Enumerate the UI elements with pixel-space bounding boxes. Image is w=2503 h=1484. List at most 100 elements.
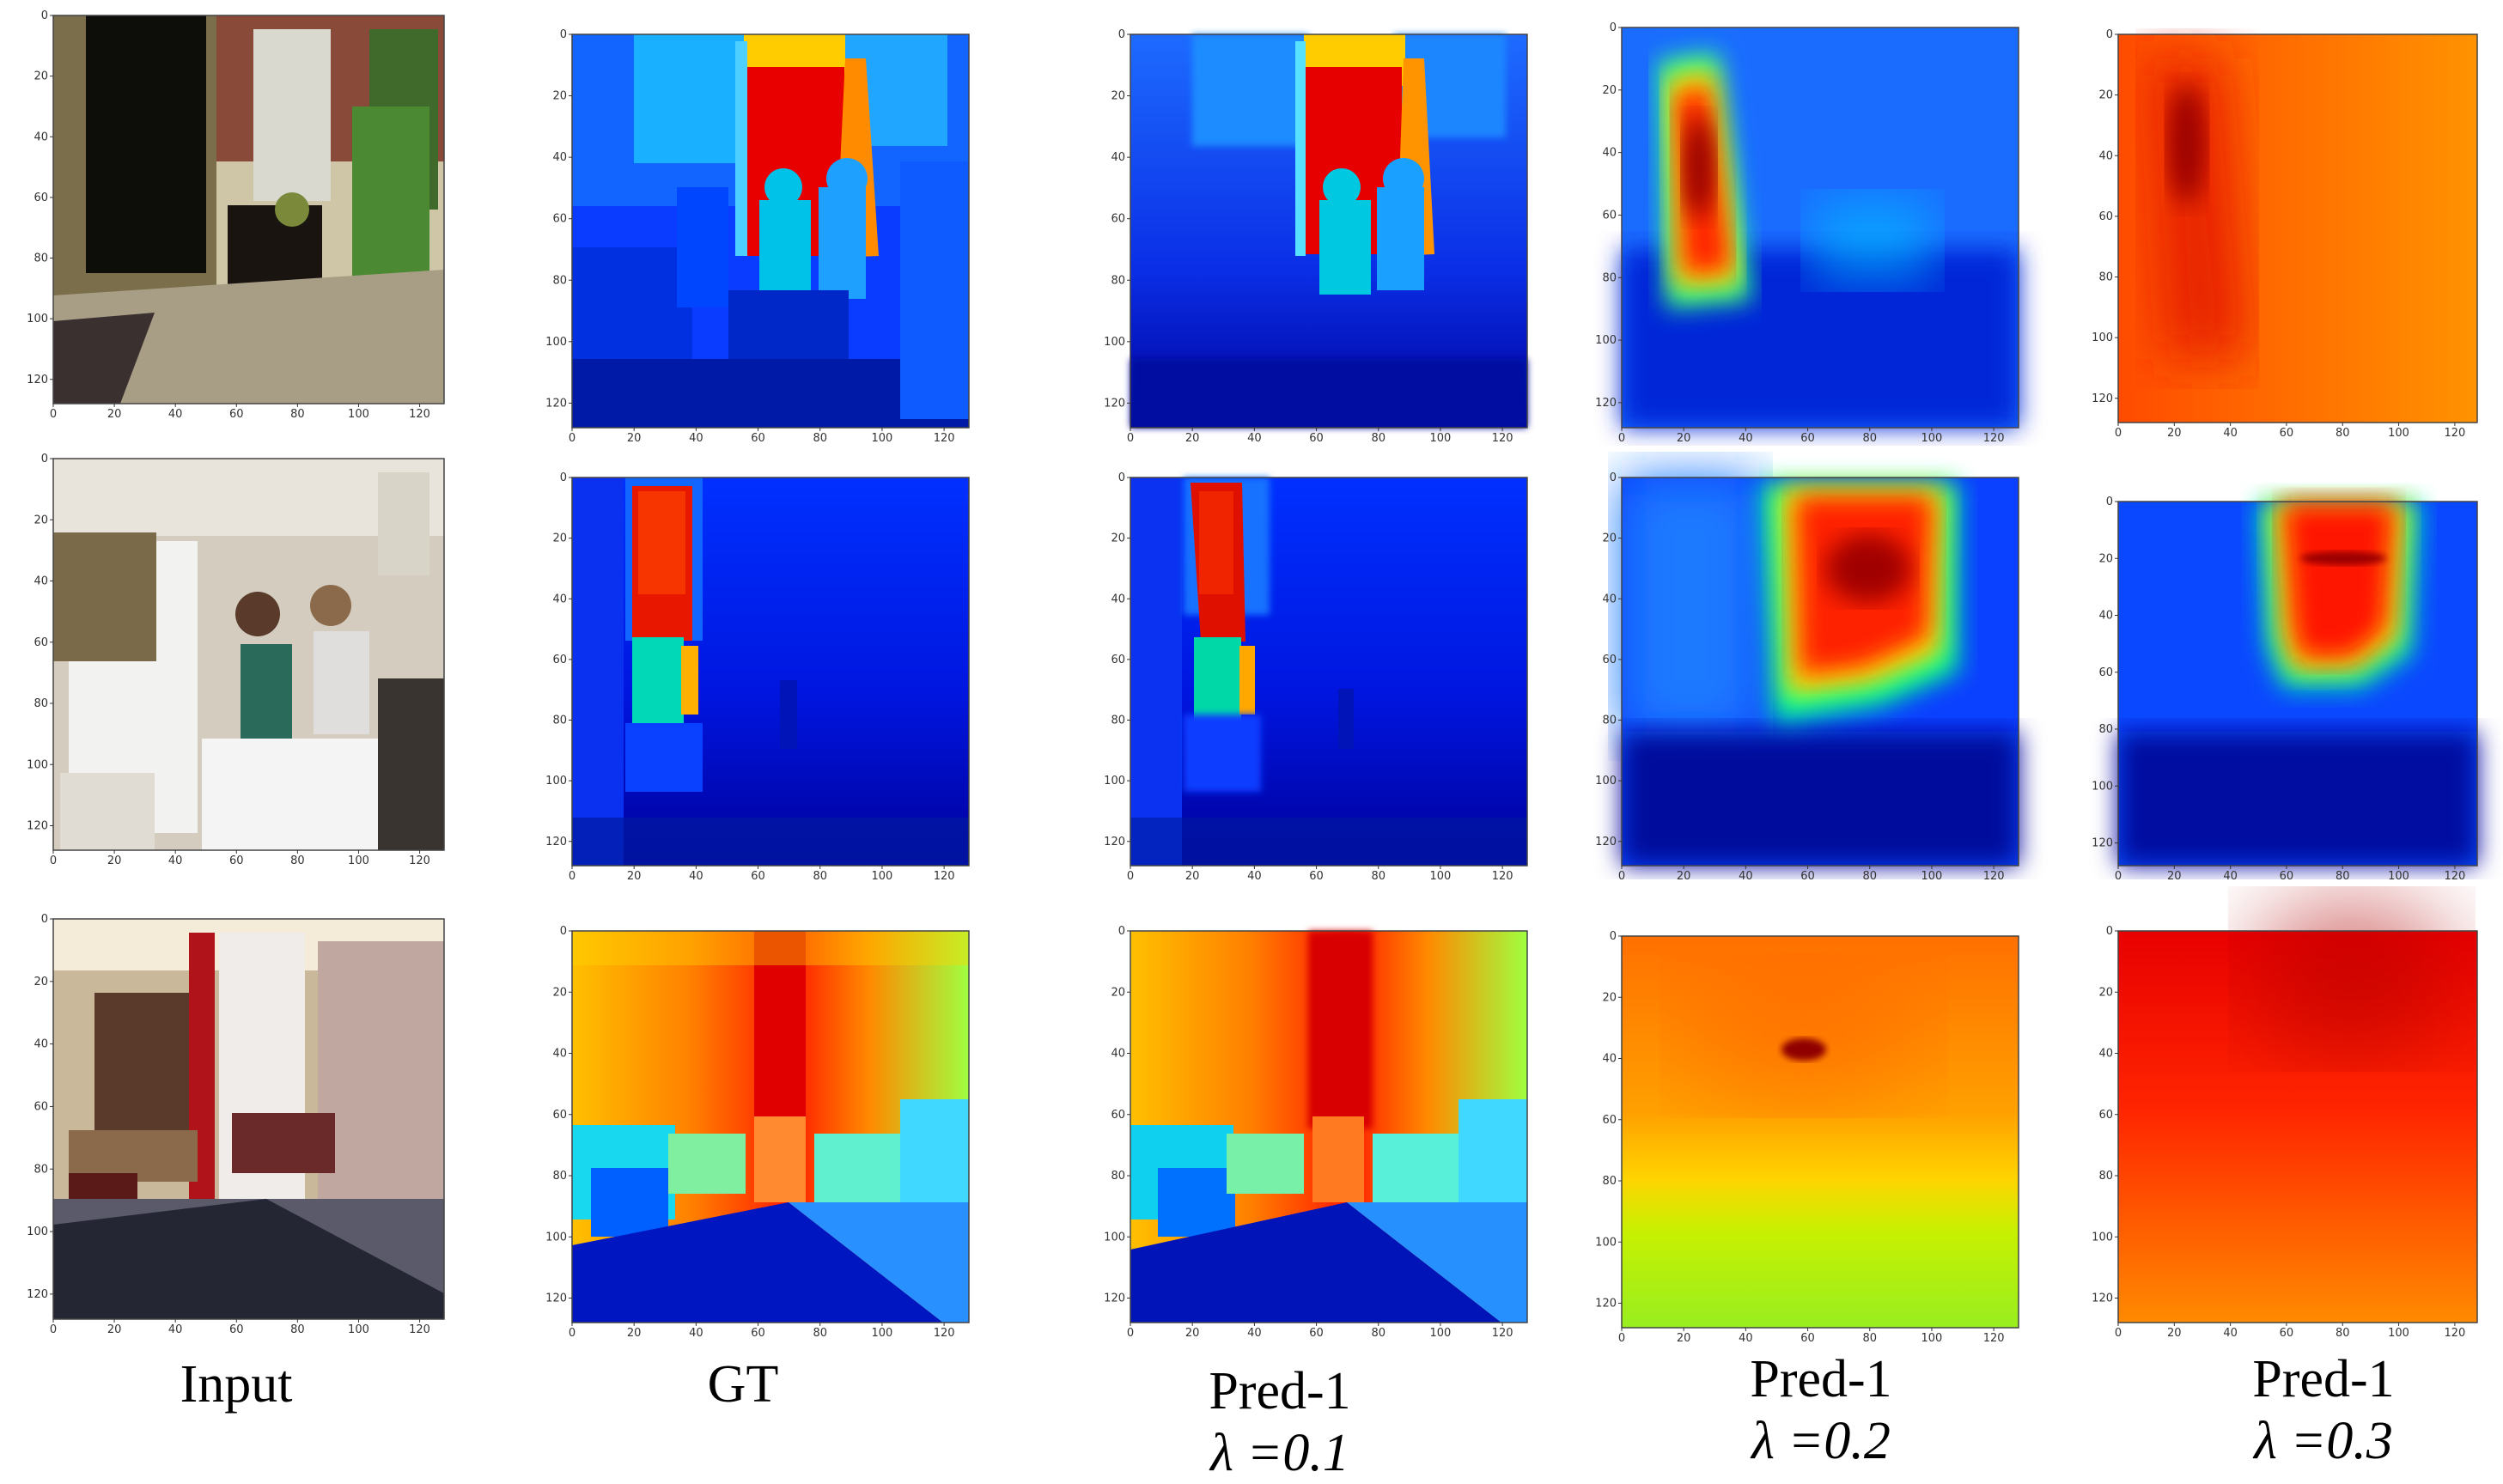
x-tick-label: 120 (1492, 432, 1513, 445)
y-tick-label: 80 (2098, 271, 2113, 284)
y-tick-label: 80 (552, 715, 567, 727)
y-tick-label: 0 (41, 913, 48, 926)
x-tick-label: 40 (2223, 427, 2238, 440)
x-tick-label: 100 (1921, 1332, 1943, 1345)
x-tick-label: 80 (290, 855, 305, 867)
axis-ticks: 0 20 40 60 80 100 120 0 20 40 60 80 100 120 (2092, 28, 2465, 440)
y-tick-label: 40 (552, 1048, 567, 1061)
x-tick-label: 60 (1309, 1327, 1324, 1340)
x-tick-label: 120 (934, 432, 955, 445)
y-tick-label: 60 (33, 636, 48, 649)
x-tick-label: 60 (1800, 432, 1815, 445)
photo-image (53, 15, 444, 404)
caption-gt: GT (636, 1353, 850, 1415)
depth-map-image (2118, 902, 2477, 1323)
y-tick-label: 60 (1111, 1109, 1125, 1122)
x-tick-label: 0 (1127, 432, 1134, 445)
axis-ticks: 0 20 40 60 80 100 120 0 20 40 60 80 100 120 (1104, 471, 1513, 883)
x-tick-label: 120 (2444, 427, 2465, 440)
y-tick-label: 120 (2092, 837, 2113, 850)
row3-pred-lambda-0.3: 0 20 40 60 80 100 120 0 20 40 60 80 100 120 (2086, 902, 2498, 1340)
x-tick-label: 40 (2223, 870, 2238, 883)
y-tick-label: 100 (27, 1226, 48, 1238)
x-tick-label: 0 (1127, 870, 1134, 883)
x-tick-label: 80 (1862, 432, 1877, 445)
y-tick-label: 100 (545, 336, 567, 349)
y-tick-label: 60 (1111, 654, 1125, 666)
y-tick-label: 80 (2098, 1170, 2113, 1183)
x-tick-label: 40 (1739, 870, 1753, 883)
x-tick-label: 120 (409, 855, 430, 867)
y-tick-label: 120 (1595, 836, 1617, 848)
y-tick-label: 20 (1602, 532, 1617, 545)
x-tick-label: 0 (2115, 870, 2122, 883)
row3-gt-depth: 0 20 40 60 80 100 120 0 20 40 60 80 100 120 (539, 925, 986, 1340)
photo-image (53, 919, 444, 1319)
x-tick-label: 40 (1739, 1332, 1753, 1345)
y-tick-label: 20 (1111, 90, 1125, 103)
x-tick-label: 20 (1185, 1327, 1200, 1340)
y-tick-label: 20 (2098, 89, 2113, 102)
x-tick-label: 20 (107, 855, 122, 867)
y-tick-label: 100 (545, 1231, 567, 1244)
x-tick-label: 80 (1371, 870, 1385, 883)
y-tick-label: 120 (1104, 397, 1125, 410)
x-tick-label: 40 (1247, 1327, 1262, 1340)
x-tick-label: 60 (229, 855, 244, 867)
y-tick-label: 120 (1595, 1298, 1617, 1311)
x-tick-label: 0 (50, 855, 57, 867)
axis-ticks: 0 20 40 60 80 100 120 0 20 40 60 80 100 120 (545, 28, 954, 445)
caption-lambda: λ =0.2 (1751, 1412, 1891, 1470)
caption-input: Input (129, 1353, 344, 1415)
x-tick-label: 40 (689, 432, 703, 445)
y-tick-label: 40 (1111, 593, 1125, 605)
photo-image (53, 459, 444, 850)
axis-ticks: 0 20 40 60 80 100 120 0 20 40 60 80 100 120 (1595, 471, 2004, 883)
y-tick-label: 120 (545, 397, 567, 410)
y-tick-label: 40 (552, 593, 567, 605)
x-tick-label: 100 (1921, 870, 1943, 883)
depth-map-image (1130, 34, 1527, 428)
row3-input-photo: 0 20 40 60 80 100 120 0 20 40 60 80 100 120 (27, 913, 455, 1336)
x-tick-label: 40 (2223, 1327, 2238, 1340)
x-tick-label: 0 (2115, 427, 2122, 440)
y-tick-label: 60 (2098, 1109, 2113, 1122)
y-tick-label: 40 (1602, 1053, 1617, 1066)
y-tick-label: 40 (33, 575, 48, 588)
y-tick-label: 40 (1111, 1048, 1125, 1061)
x-tick-label: 120 (2444, 1327, 2465, 1340)
x-tick-label: 60 (2280, 427, 2294, 440)
row2-input-photo: 0 20 40 60 80 100 120 0 20 40 60 80 100 120 (27, 453, 455, 867)
y-tick-label: 80 (1111, 715, 1125, 727)
x-tick-label: 0 (569, 432, 576, 445)
axis-ticks: 0 20 40 60 80 100 120 0 20 40 60 80 100 120 (545, 471, 954, 883)
y-tick-label: 80 (33, 252, 48, 265)
x-tick-label: 120 (2444, 870, 2465, 883)
x-tick-label: 80 (813, 432, 827, 445)
x-tick-label: 120 (409, 408, 430, 421)
y-tick-label: 0 (41, 9, 48, 22)
y-tick-label: 20 (1602, 84, 1617, 97)
depth-map-image (2118, 502, 2477, 866)
x-tick-label: 40 (168, 1323, 183, 1336)
y-tick-label: 120 (2092, 1292, 2113, 1305)
y-tick-label: 120 (27, 374, 48, 386)
depth-map-image (1622, 936, 2019, 1328)
y-tick-label: 80 (33, 697, 48, 710)
row1-gt-depth: 0 20 40 60 80 100 120 0 20 40 60 80 100 120 (539, 28, 986, 445)
y-tick-label: 100 (2092, 331, 2113, 344)
x-tick-label: 100 (1430, 432, 1452, 445)
y-tick-label: 120 (27, 820, 48, 833)
depth-map-image (1130, 931, 1527, 1323)
y-tick-label: 40 (552, 151, 567, 164)
y-tick-label: 120 (1104, 1292, 1125, 1305)
x-tick-label: 0 (569, 870, 576, 883)
y-tick-label: 0 (1610, 21, 1617, 34)
row3-pred-lambda-0.2: 0 20 40 60 80 100 120 0 20 40 60 80 100 120 (1589, 930, 2036, 1345)
y-tick-label: 20 (1111, 986, 1125, 999)
y-tick-label: 0 (560, 28, 567, 41)
x-tick-label: 60 (751, 870, 765, 883)
x-tick-label: 100 (2388, 870, 2409, 883)
x-tick-label: 20 (627, 432, 642, 445)
x-tick-label: 60 (1800, 1332, 1815, 1345)
